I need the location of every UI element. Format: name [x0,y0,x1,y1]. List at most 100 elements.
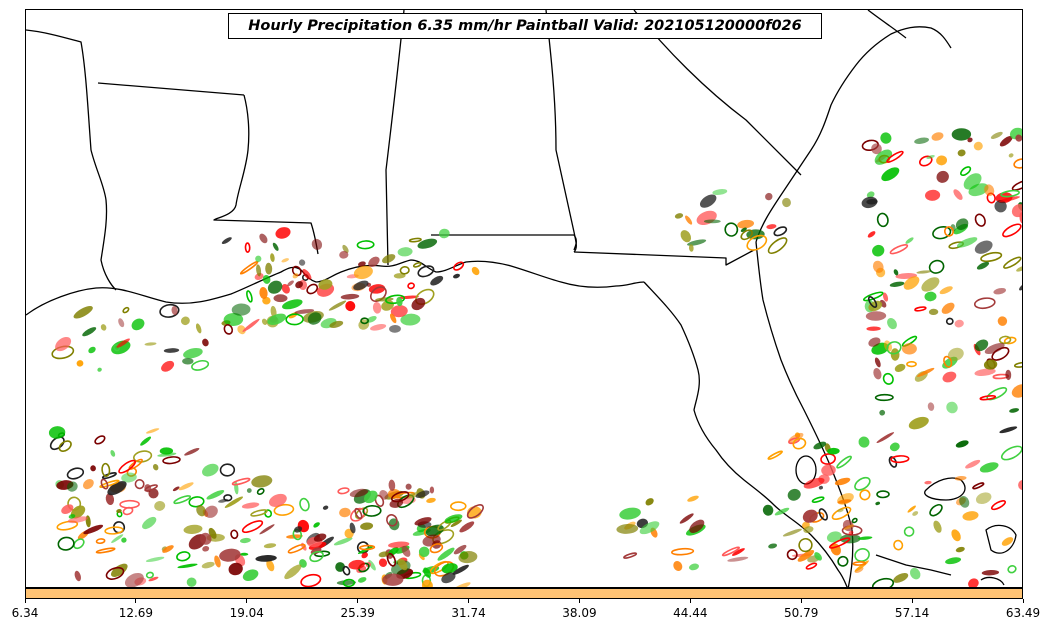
colorbar-tick-mark [468,599,470,603]
precip-contour-blob [353,265,373,280]
precip-contour-blob [300,573,322,587]
precip-contour-blob [946,401,958,414]
precip-contour-blob [246,290,253,303]
precip-contour-blob [423,567,432,578]
precip-contour-blob [396,297,403,307]
precip-contour-blob [881,167,900,182]
precip-contour-blob [909,567,921,580]
colorbar-tick-mark [357,599,359,603]
precip-contour-blob [219,548,241,562]
precip-contour-blob [309,550,324,563]
precip-contour-blob [261,318,268,325]
precip-contour-blob [821,464,836,476]
precip-contour-blob [186,577,197,587]
precip-contour-blob [397,247,413,257]
precip-contour-blob [768,543,778,549]
precip-contour-blob [990,131,1003,139]
precip-contour-blob [68,514,76,519]
precip-contour-blob [345,301,356,312]
precip-contour-blob [142,516,157,530]
precip-contour-blob [931,132,944,141]
precip-contour-blob [399,265,410,275]
precip-contour-blob [687,495,699,502]
precip-contour-blob [267,280,283,294]
map-panel [25,9,1023,588]
precip-contour-blob [882,372,894,385]
precip-contour-blob [907,505,916,513]
precip-contour-blob [868,337,881,347]
precip-contour-blob [994,200,1007,213]
precip-contour-blob [182,357,194,365]
precip-contour-blob [943,355,953,368]
precip-contour-blob [414,517,432,526]
precip-contour-blob [302,269,312,280]
precip-contour-blob [813,441,827,450]
precip-contour-blob [382,254,396,264]
precip-contour-blob [441,572,456,584]
precip-contour-blob [268,493,287,507]
precip-contour-blob [244,242,251,253]
precip-contour-blob [340,293,360,300]
precip-contour-blob [159,303,180,318]
colorbar-tick-mark [1022,599,1024,603]
precip-contour-blob [183,524,203,534]
precip-contour-blob [852,561,867,566]
precip-contour-blob [872,260,884,273]
precip-contour-blob [415,490,430,498]
precip-contour-blob [378,551,389,558]
precip-contour-blob [696,210,717,226]
precip-contour-blob [951,529,961,542]
precip-contour-blob [999,426,1018,434]
precip-contour-blob [95,547,116,554]
precip-contour-blob [458,551,478,564]
precip-contour-blob [223,324,234,335]
precip-contour-blob [867,296,878,308]
alabama-florida-border [431,234,577,251]
precip-contour-blob [954,475,967,481]
precip-contour-blob [933,520,942,533]
precip-contour-blob [401,545,411,557]
precip-contour-blob [765,192,773,201]
precip-contour-blob [926,155,935,159]
precip-contour-blob [740,227,747,233]
precip-contour-blob [956,237,978,248]
precip-contour-blob [221,237,232,244]
precip-contour-blob [176,551,191,562]
precip-contour-blob [360,317,369,325]
precip-contour-blob [307,312,322,325]
precip-contour-blob [837,508,844,513]
precip-contour-blob [121,537,127,543]
precip-contour-blob [407,282,415,290]
precip-contour-blob [893,269,899,276]
precip-contour-blob [441,563,458,574]
colorbar-tick-label: 6.34 [11,606,39,620]
arkansas-louisiana-border [97,82,245,96]
precip-contour-blob [452,564,469,575]
precip-contour-blob [397,558,408,571]
precip-contour-blob [866,326,881,331]
precip-contour-blob [231,477,251,486]
precip-contour-blob [438,228,450,239]
sc-nc-border [867,10,907,39]
precip-contour-blob [306,283,319,295]
precip-contour-blob [270,253,275,262]
precip-contour-blob [954,319,964,328]
precip-contour-blob [318,279,333,290]
precip-contour-blob [421,579,433,587]
precip-contour-blob [798,537,813,553]
precip-contour-blob [997,316,1008,326]
precip-contour-blob [854,547,870,563]
precip-contour-blob [951,128,972,141]
precip-contour-blob [818,508,828,521]
precip-contour-blob [241,520,264,534]
precip-contour-blob [803,526,814,534]
precip-contour-blob [214,555,221,568]
precip-contour-blob [148,576,159,582]
precip-contour-blob [912,511,919,516]
precip-contour-blob [786,549,798,561]
precip-contour-blob [386,552,397,567]
precip-contour-blob [1007,565,1017,574]
precip-contour-blob [162,545,174,553]
precip-contour-blob [370,323,387,331]
precip-contour-blob [888,456,898,468]
